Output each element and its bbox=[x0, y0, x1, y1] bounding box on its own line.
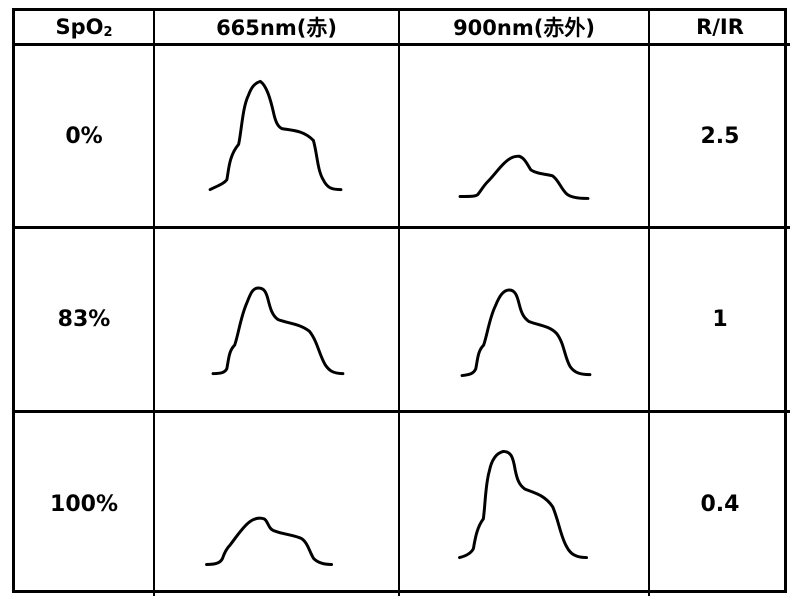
header-spo2-subscript: 2 bbox=[103, 24, 113, 40]
header-spo2: SpO 2 bbox=[15, 11, 155, 46]
row-1-red-wave bbox=[155, 229, 400, 413]
pulse-waveform-icon bbox=[458, 154, 590, 200]
row-2-spo2: 100% bbox=[15, 413, 155, 596]
pulse-waveform-icon bbox=[208, 79, 343, 192]
row-2-ratio: 0.4 bbox=[700, 492, 740, 517]
row-2-red-wave bbox=[155, 413, 400, 596]
header-ratio: R/IR bbox=[650, 11, 790, 46]
pulse-waveform-icon bbox=[211, 286, 345, 376]
header-infrared: 900nm(赤外) bbox=[400, 11, 650, 46]
row-2-ir-wave bbox=[400, 413, 650, 596]
row-1-spo2: 83% bbox=[15, 229, 155, 413]
row-0-ir-wave bbox=[400, 46, 650, 229]
spo2-table: SpO 2 665nm(赤) 900nm(赤外) R/IR 0% 2.5 83% … bbox=[12, 8, 790, 596]
header-spo2-text: SpO bbox=[55, 15, 104, 39]
row-0-spo2: 0% bbox=[15, 46, 155, 229]
pulse-waveform-icon bbox=[460, 288, 592, 378]
header-red: 665nm(赤) bbox=[155, 11, 400, 46]
row-0-red-wave bbox=[155, 46, 400, 229]
pulse-waveform-icon bbox=[205, 516, 334, 566]
row-0-ratio: 2.5 bbox=[650, 46, 790, 229]
row-1-ratio: 1 bbox=[650, 229, 790, 413]
row-1-ir-wave bbox=[400, 229, 650, 413]
pulse-waveform-icon bbox=[458, 449, 588, 560]
